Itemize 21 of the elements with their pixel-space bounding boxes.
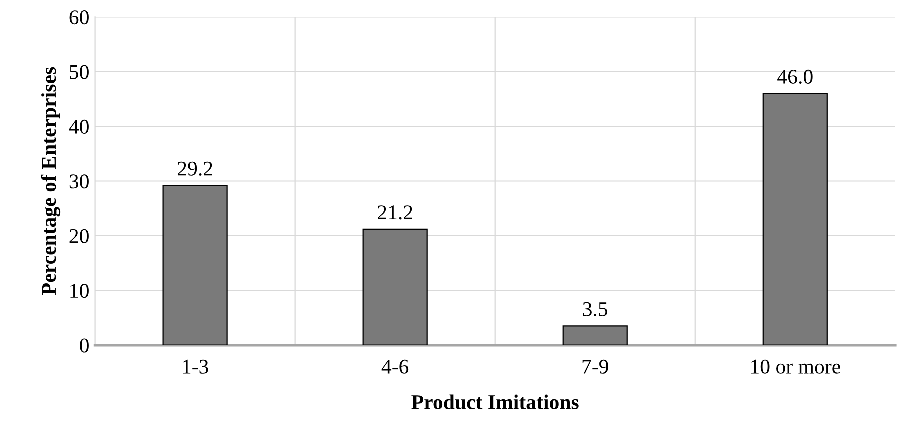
y-axis-title: Percentage of Enterprises (41, 67, 61, 296)
bar (162, 185, 228, 346)
y-tick-label: 40 (69, 120, 89, 134)
x-tick-label: 1-3 (183, 360, 208, 374)
bar (762, 93, 828, 346)
y-tick-label: 50 (70, 65, 89, 80)
x-tick-label: 10 or more (752, 360, 840, 374)
y-tick-label: 60 (70, 10, 89, 25)
bar (362, 228, 428, 346)
x-axis-title: Product Imitations (412, 394, 579, 410)
x-tick-label: 4-6 (382, 360, 409, 374)
data-label: 29.2 (178, 162, 212, 176)
data-label: 3.5 (583, 302, 608, 317)
y-tick-label: 30 (70, 174, 89, 189)
bar (562, 326, 628, 346)
data-label: 46.0 (778, 70, 813, 84)
x-tick-label: 7-9 (582, 360, 608, 374)
y-tick-label: 20 (70, 229, 89, 244)
data-label: 21.2 (378, 206, 412, 220)
y-tick-label: 0 (80, 338, 89, 353)
y-tick-label: 10 (70, 284, 89, 298)
